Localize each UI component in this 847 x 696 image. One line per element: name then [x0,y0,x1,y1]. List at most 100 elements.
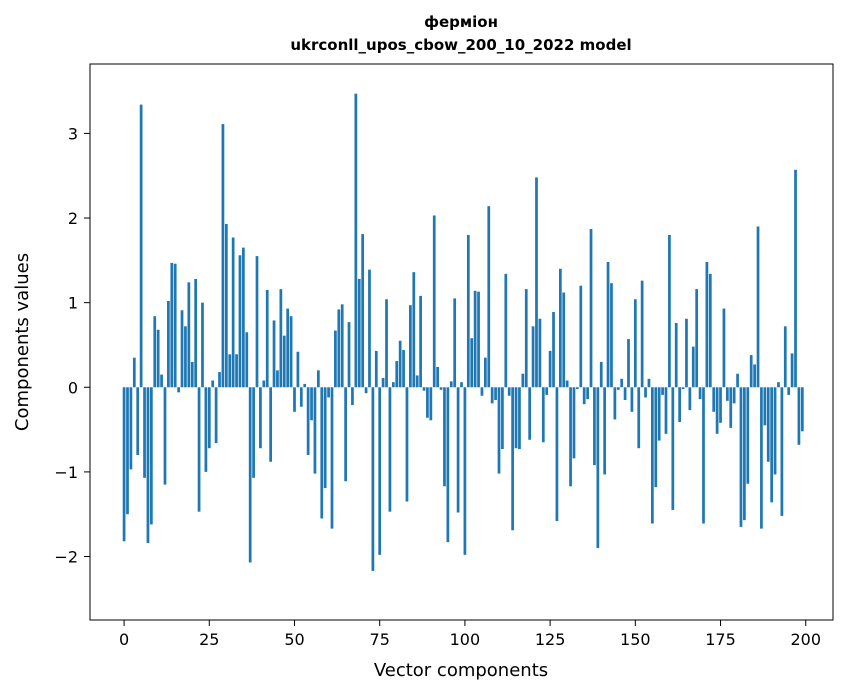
bar [149,387,153,525]
bar [630,387,634,412]
bar [293,387,296,412]
bar [211,380,215,388]
bar [521,373,525,388]
bar [541,387,545,443]
bar [797,387,801,445]
bar [231,237,235,388]
bar [214,387,218,444]
bar [466,234,470,388]
bar [613,387,617,420]
y-tick-label: 1 [68,294,78,313]
bar [432,215,436,388]
bar [136,387,140,455]
bar [562,292,566,388]
bars-group [122,93,804,571]
bar [572,387,576,459]
bar [708,273,712,388]
bar [378,387,382,555]
bar [156,329,160,388]
x-tick-label: 175 [705,630,736,649]
bar [783,326,787,388]
bar [122,387,126,542]
bar [674,322,678,388]
bar [787,387,791,395]
bar [395,361,399,388]
bar [255,256,259,388]
bar [422,387,426,391]
bar [743,387,746,521]
bar [242,247,245,388]
bar [429,387,433,421]
bar [732,387,736,404]
bar [736,373,739,388]
bar [565,380,569,388]
bar [279,289,283,388]
bar [391,382,395,388]
bar [269,387,272,462]
bar [248,387,252,563]
x-tick-label: 75 [370,630,390,649]
bar [596,387,600,549]
bar [409,305,412,388]
y-axis-label: Components values [12,253,33,431]
bar [286,308,290,388]
bar [593,387,596,466]
bar [756,226,760,388]
bar [688,387,692,411]
bar [480,387,484,396]
bar [436,366,440,388]
bar [371,387,375,571]
bar [647,378,651,388]
bar [262,380,266,388]
bar [126,387,129,515]
x-axis-ticks: 0 25 50 75 100 125 150 175 200 [119,620,821,649]
y-axis-ticks: −2 −1 0 1 2 3 [54,124,90,567]
bar [415,375,419,388]
bar [167,300,170,388]
bar [446,387,450,543]
bar [599,361,603,388]
bar [374,350,378,388]
bar [204,387,208,472]
bar [490,387,494,404]
bar [426,387,429,418]
bar [487,206,491,388]
bar [173,263,177,388]
bar [276,370,279,388]
bar [344,387,347,482]
bar [705,262,709,388]
bar [439,387,443,390]
bar [299,387,303,407]
bar [190,361,194,388]
bar [773,387,777,475]
bar [228,354,232,388]
bar [579,285,583,388]
bar [194,278,198,388]
bar [153,316,157,388]
bar [766,387,770,462]
x-tick-label: 0 [119,630,129,649]
bar [589,229,593,388]
bar [746,387,750,484]
bar [453,298,457,388]
bar [719,387,722,423]
bar [282,335,286,388]
bar [473,290,477,388]
bar [695,289,699,388]
y-tick-label: −2 [54,548,78,567]
bar [235,354,238,388]
bar [160,374,163,388]
x-tick-label: 25 [199,630,219,649]
bar [739,387,743,527]
bar [310,387,313,421]
bar [139,104,143,388]
bar [535,177,538,388]
bar [538,318,542,388]
bar [633,299,637,388]
bar [698,387,702,400]
x-axis-label: Vector components [374,660,548,681]
bar [354,93,358,388]
bar [603,387,607,475]
y-tick-label: 3 [68,124,78,143]
bar [351,387,354,406]
